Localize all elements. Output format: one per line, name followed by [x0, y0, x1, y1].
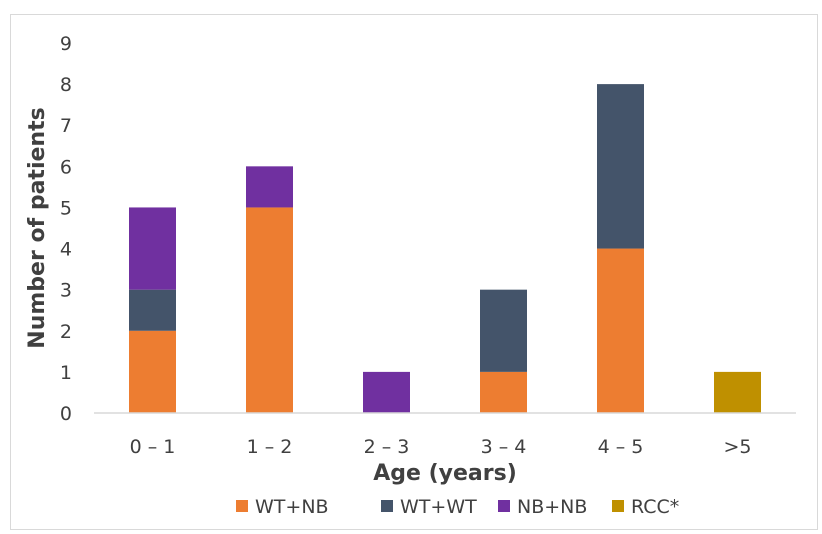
y-tick-label: 2 — [60, 321, 72, 343]
legend-swatch-wt-wt — [381, 500, 393, 512]
x-tick-label: 2 – 3 — [364, 436, 410, 458]
x-axis-title: Age (years) — [373, 461, 517, 486]
legend-swatch-rcc- — [612, 500, 624, 512]
y-tick-label: 7 — [60, 115, 72, 137]
bar-segment-wt-nb-1 — [246, 207, 293, 413]
y-tick-label: 1 — [60, 362, 72, 384]
bar-segment-nb-nb-0 — [129, 207, 176, 290]
legend-swatch-nb-nb — [498, 500, 510, 512]
bar-segment-rcc--5 — [714, 371, 761, 413]
x-tick-label: 4 – 5 — [598, 436, 644, 458]
x-tick-label: >5 — [723, 436, 751, 458]
bar-segment-wt-wt-4 — [597, 84, 644, 249]
legend-label: WT+WT — [400, 496, 477, 518]
legend-label: WT+NB — [255, 496, 329, 518]
chart-frame — [10, 14, 818, 530]
bar-segment-wt-nb-3 — [480, 371, 527, 413]
y-tick-label: 9 — [60, 33, 72, 55]
bar-segment-wt-nb-4 — [597, 248, 644, 413]
y-tick-label: 4 — [60, 239, 72, 261]
legend-label: RCC* — [631, 496, 679, 518]
x-tick-label: 0 – 1 — [130, 436, 176, 458]
bar-segment-wt-nb-0 — [129, 330, 176, 413]
legend-label: NB+NB — [517, 496, 587, 518]
y-tick-label: 5 — [60, 197, 72, 219]
y-axis-title: Number of patients — [25, 107, 50, 348]
bar-segment-wt-wt-0 — [129, 289, 176, 331]
x-tick-label: 3 – 4 — [481, 436, 527, 458]
bar-segment-nb-nb-2 — [363, 371, 410, 413]
bars-group — [129, 84, 761, 413]
legend-swatch-wt-nb — [236, 500, 248, 512]
x-tick-label: 1 – 2 — [247, 436, 293, 458]
y-tick-label: 3 — [60, 280, 72, 302]
y-tick-label: 6 — [60, 156, 72, 178]
bar-segment-nb-nb-1 — [246, 166, 293, 208]
y-tick-label: 0 — [60, 403, 72, 425]
y-axis-ticks: 0 1 2 3 4 5 6 7 8 9 — [60, 33, 72, 425]
y-tick-label: 8 — [60, 74, 72, 96]
bar-segment-wt-wt-3 — [480, 289, 527, 372]
legend: WT+NB WT+WT NB+NB RCC* — [236, 496, 679, 518]
x-axis-ticks: 0 – 1 1 – 2 2 – 3 3 – 4 4 – 5 >5 — [130, 436, 752, 458]
